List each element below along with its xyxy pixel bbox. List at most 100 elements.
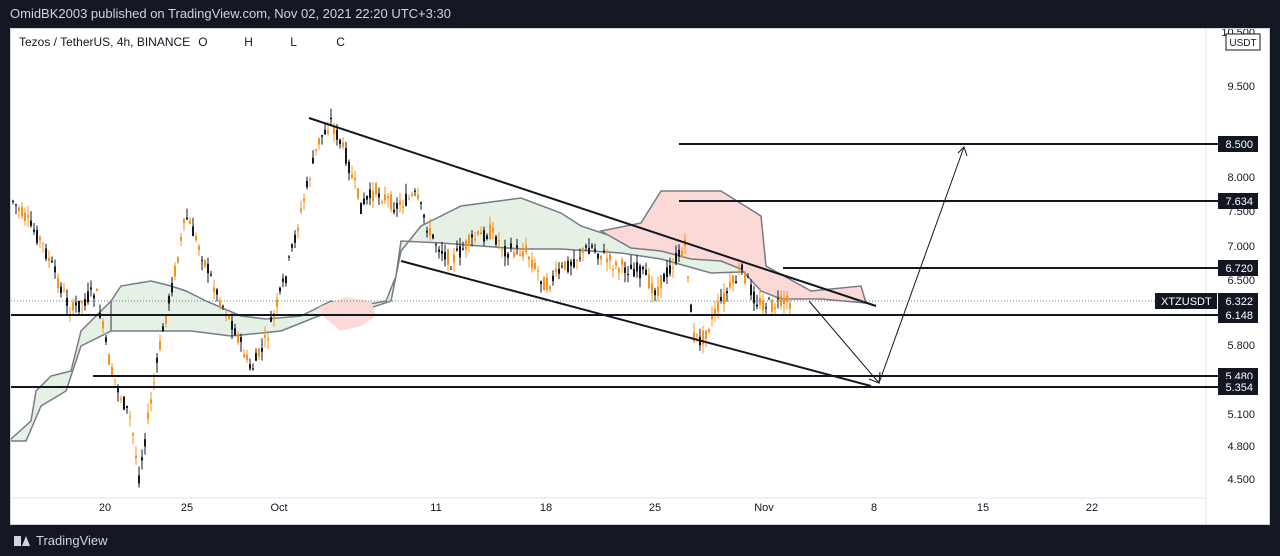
- time-tick: 22: [1086, 502, 1098, 514]
- candle-body: [696, 333, 698, 336]
- candle-body: [456, 248, 458, 251]
- candle-body: [735, 281, 737, 284]
- price-unit: USDT: [1229, 38, 1256, 49]
- candle-body: [318, 138, 320, 145]
- candle-body: [681, 250, 683, 258]
- candle-body: [747, 276, 749, 278]
- candle-body: [393, 209, 395, 213]
- candle-body: [114, 379, 116, 381]
- candle-body: [603, 250, 605, 253]
- candle-body: [264, 335, 266, 338]
- candle-body: [600, 255, 602, 260]
- candle-body: [93, 295, 95, 299]
- chart-area[interactable]: 8.500 7.634 6.720 XTZUSDT 6.322 6.148 5.480 5.3…: [10, 28, 1270, 525]
- candle-body: [606, 258, 608, 263]
- candle-body: [564, 261, 566, 269]
- candle-body: [87, 291, 89, 303]
- candle-body: [540, 280, 542, 285]
- candle-body: [261, 347, 263, 352]
- candle-body: [387, 195, 389, 199]
- time-tick: 20: [99, 502, 111, 514]
- candle-body: [594, 248, 596, 252]
- candle-body: [552, 275, 554, 281]
- level-label-6.720: 6.720: [1225, 263, 1253, 275]
- candle-body: [417, 195, 419, 199]
- candle-body: [237, 333, 239, 343]
- candle-body: [690, 304, 692, 312]
- candle-body: [636, 262, 638, 272]
- candle-body: [723, 292, 725, 305]
- candle-body: [72, 301, 74, 311]
- candle-body: [288, 256, 290, 258]
- candle-body: [504, 246, 506, 257]
- candle-body: [369, 189, 371, 199]
- candle-body: [120, 398, 122, 400]
- candle-body: [153, 382, 155, 384]
- candle-body: [534, 262, 536, 269]
- symbol-tag-bg: [1155, 293, 1217, 309]
- symbol-tag: XTZUSDT: [1161, 296, 1212, 308]
- candle-body: [42, 243, 44, 245]
- candle-body: [585, 245, 587, 248]
- candle-body: [471, 234, 473, 238]
- candle-body: [513, 252, 515, 257]
- candle-body: [786, 295, 788, 302]
- candle-body: [510, 243, 512, 249]
- candle-body: [285, 276, 287, 284]
- price-unit-box: [1225, 33, 1261, 51]
- time-tick: Nov: [754, 502, 774, 514]
- brand-name: TradingView: [36, 533, 108, 548]
- candle-body: [345, 148, 347, 164]
- symbol-legend: Tezos / TetherUS, 4h, BINANCE O H L C: [19, 35, 382, 49]
- level-label-5.354: 5.354: [1225, 382, 1253, 394]
- candle-body: [516, 245, 518, 248]
- candle-body: [744, 272, 746, 284]
- price-tick: 6.500: [1227, 275, 1255, 287]
- candle-body: [111, 366, 113, 376]
- candle-body: [660, 275, 662, 289]
- candle-body: [177, 257, 179, 263]
- candle-body: [531, 259, 533, 269]
- candle-body: [156, 357, 158, 363]
- candle-body: [459, 245, 461, 258]
- candle-body: [378, 193, 380, 198]
- candle-body: [300, 208, 302, 212]
- candle-body: [210, 274, 212, 276]
- candle-body: [570, 261, 572, 266]
- channel-upper-line: [308, 117, 877, 307]
- candle-body: [60, 286, 62, 294]
- candle-body: [567, 260, 569, 272]
- tradingview-logo[interactable]: TradingView: [0, 533, 108, 548]
- level-label-8.500: 8.500: [1225, 139, 1253, 151]
- candle-body: [405, 193, 407, 206]
- candle-body: [612, 268, 614, 270]
- candle-body: [522, 251, 524, 257]
- level-label-bg-6.720: [1218, 260, 1258, 276]
- time-tick: Oct: [270, 502, 287, 514]
- candle-body: [336, 129, 338, 140]
- candle-body: [45, 248, 47, 259]
- price-tick: 8.000: [1227, 172, 1255, 184]
- candle-body: [729, 281, 731, 288]
- candle-body: [783, 297, 785, 304]
- candle-body: [282, 278, 284, 282]
- candle-body: [330, 117, 332, 120]
- candle-body: [324, 129, 326, 135]
- candle-body: [528, 256, 530, 260]
- price-tick: 5.100: [1227, 409, 1255, 421]
- candle-body: [507, 253, 509, 258]
- ichimoku-cloud-early: [11, 299, 112, 442]
- candle-body: [18, 208, 20, 212]
- candle-body: [519, 254, 521, 256]
- candle-body: [657, 286, 659, 296]
- candle-body: [762, 300, 764, 311]
- candle-body: [129, 416, 131, 418]
- candle-body: [525, 245, 527, 253]
- level-label-bg-5.354: [1218, 379, 1258, 395]
- candle-body: [96, 288, 98, 292]
- candle-body: [771, 299, 773, 312]
- candle-body: [33, 229, 35, 232]
- candle-body: [15, 204, 17, 206]
- candle-body: [51, 260, 53, 263]
